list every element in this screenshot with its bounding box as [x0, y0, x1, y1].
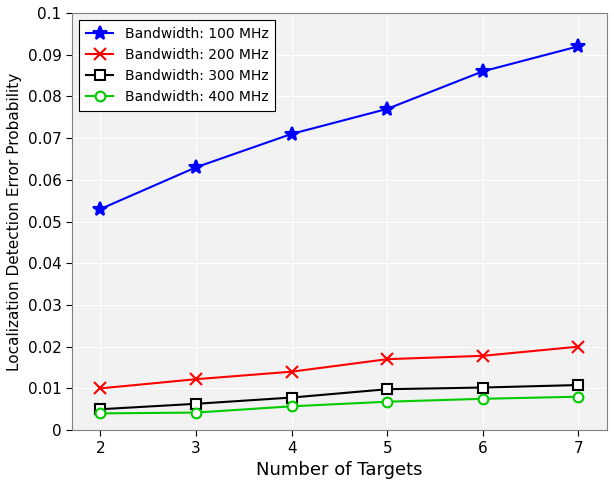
Bandwidth: 200 MHz: (6, 0.0178): 200 MHz: (6, 0.0178) [479, 353, 486, 359]
Bandwidth: 300 MHz: (3, 0.0063): 300 MHz: (3, 0.0063) [192, 401, 200, 407]
Bandwidth: 400 MHz: (2, 0.004): 400 MHz: (2, 0.004) [97, 411, 104, 417]
Bandwidth: 100 MHz: (2, 0.053): 100 MHz: (2, 0.053) [97, 206, 104, 212]
Bandwidth: 100 MHz: (7, 0.092): 100 MHz: (7, 0.092) [575, 43, 582, 49]
Bandwidth: 100 MHz: (3, 0.063): 100 MHz: (3, 0.063) [192, 164, 200, 170]
Bandwidth: 300 MHz: (7, 0.0108): 300 MHz: (7, 0.0108) [575, 382, 582, 388]
Y-axis label: Localization Detection Error Probability: Localization Detection Error Probability [7, 72, 22, 371]
Bandwidth: 300 MHz: (6, 0.0102): 300 MHz: (6, 0.0102) [479, 384, 486, 390]
Bandwidth: 200 MHz: (2, 0.01): 200 MHz: (2, 0.01) [97, 385, 104, 391]
Bandwidth: 400 MHz: (3, 0.0042): 400 MHz: (3, 0.0042) [192, 410, 200, 416]
Line: Bandwidth: 400 MHz: Bandwidth: 400 MHz [96, 392, 583, 418]
Bandwidth: 300 MHz: (4, 0.0078): 300 MHz: (4, 0.0078) [288, 395, 295, 400]
Bandwidth: 100 MHz: (6, 0.086): 100 MHz: (6, 0.086) [479, 69, 486, 74]
X-axis label: Number of Targets: Number of Targets [256, 461, 422, 479]
Bandwidth: 400 MHz: (5, 0.0068): 400 MHz: (5, 0.0068) [384, 399, 391, 405]
Bandwidth: 400 MHz: (4, 0.0057): 400 MHz: (4, 0.0057) [288, 403, 295, 409]
Bandwidth: 100 MHz: (5, 0.077): 100 MHz: (5, 0.077) [384, 106, 391, 112]
Legend: Bandwidth: 100 MHz, Bandwidth: 200 MHz, Bandwidth: 300 MHz, Bandwidth: 400 MHz: Bandwidth: 100 MHz, Bandwidth: 200 MHz, … [79, 20, 275, 111]
Bandwidth: 200 MHz: (4, 0.014): 200 MHz: (4, 0.014) [288, 369, 295, 375]
Bandwidth: 200 MHz: (3, 0.0122): 200 MHz: (3, 0.0122) [192, 376, 200, 382]
Line: Bandwidth: 300 MHz: Bandwidth: 300 MHz [96, 380, 583, 414]
Line: Bandwidth: 200 MHz: Bandwidth: 200 MHz [95, 341, 584, 394]
Line: Bandwidth: 100 MHz: Bandwidth: 100 MHz [93, 39, 585, 216]
Bandwidth: 400 MHz: (6, 0.0075): 400 MHz: (6, 0.0075) [479, 396, 486, 402]
Bandwidth: 400 MHz: (7, 0.008): 400 MHz: (7, 0.008) [575, 394, 582, 399]
Bandwidth: 200 MHz: (5, 0.017): 200 MHz: (5, 0.017) [384, 356, 391, 362]
Bandwidth: 200 MHz: (7, 0.02): 200 MHz: (7, 0.02) [575, 344, 582, 349]
Bandwidth: 100 MHz: (4, 0.071): 100 MHz: (4, 0.071) [288, 131, 295, 137]
Bandwidth: 300 MHz: (5, 0.0098): 300 MHz: (5, 0.0098) [384, 386, 391, 392]
Bandwidth: 300 MHz: (2, 0.005): 300 MHz: (2, 0.005) [97, 406, 104, 412]
